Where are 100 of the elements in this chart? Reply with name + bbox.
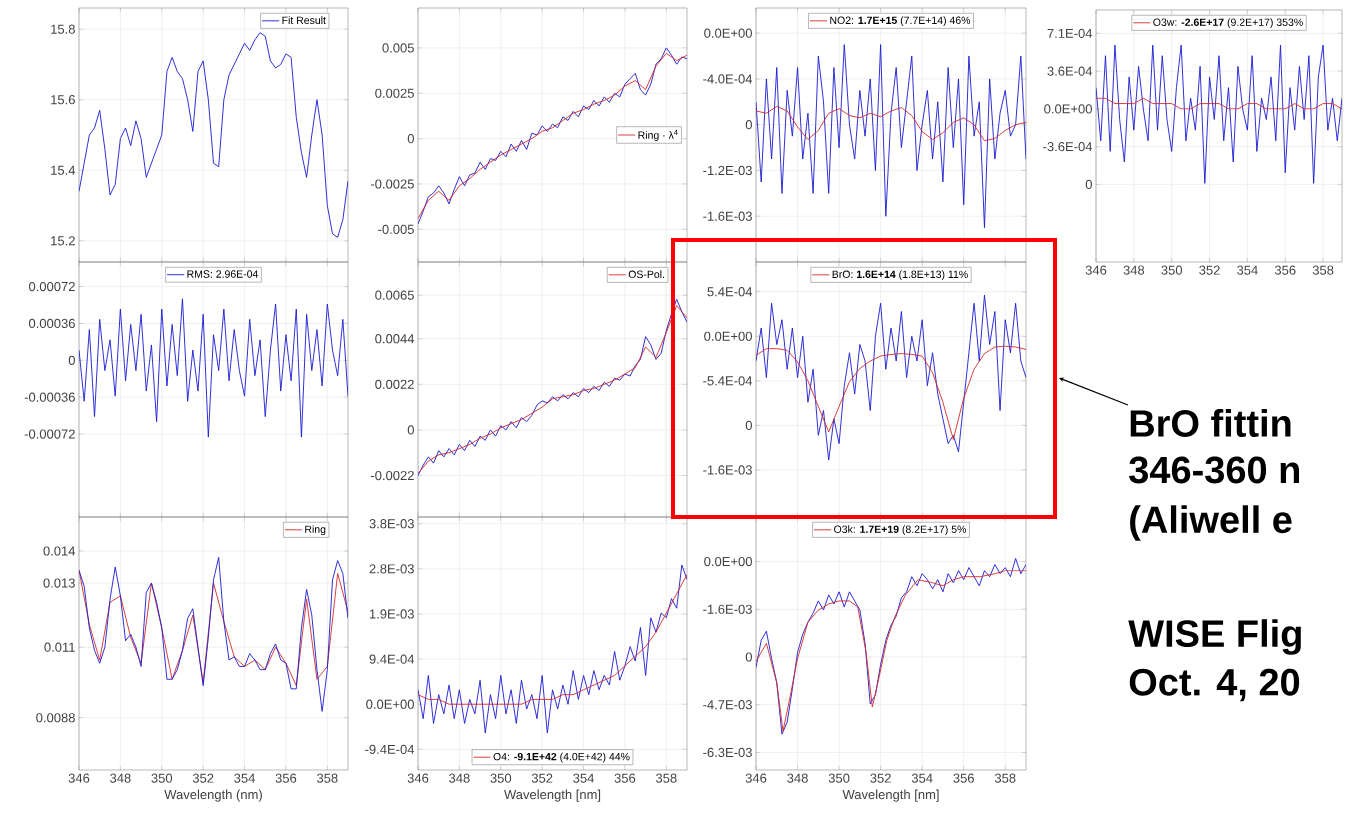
x-tick-label: 356 <box>953 773 974 783</box>
legend-label: Ring <box>305 525 326 536</box>
y-tick-label: 0.0E+00 <box>366 699 414 709</box>
y-tick-label: 0.0E+00 <box>704 28 752 38</box>
y-tick-label: 0 <box>745 120 752 130</box>
y-tick-label: -4.0E-04 <box>703 74 753 84</box>
x-tick-label: 350 <box>1161 265 1183 275</box>
line-series <box>756 345 1027 440</box>
text: Oct. 4, 20 <box>1129 668 1300 702</box>
legend-label: BrO: 1.6E+14 (1.8E+13) 11% <box>832 270 968 281</box>
x-tick-label: 346 <box>407 773 429 783</box>
y-tick-label: 15.8 <box>51 24 75 34</box>
y-tick-label: 0 <box>407 134 414 144</box>
y-tick-label: -0.0022 <box>370 470 414 481</box>
y-tick-label: 0.014 <box>43 546 76 556</box>
text: (Aliwell e <box>1130 505 1292 541</box>
y-tick-label: 0.005 <box>382 43 414 53</box>
x-tick-label: 354 <box>234 773 256 783</box>
x-tick-label: 358 <box>1312 265 1334 275</box>
y-tick-label: 0.0E+00 <box>704 556 752 567</box>
y-tick-label: 1.9E-03 <box>369 609 414 619</box>
x-tick-label: 356 <box>1274 265 1296 275</box>
y-tick-label: 2.8E-03 <box>369 564 414 574</box>
line-series <box>756 294 1027 461</box>
legend-label: O3w: -2.6E+17 (9.2E+17) 353% <box>1153 18 1303 29</box>
y-tick-label: 0.0E+00 <box>704 331 752 341</box>
y-tick-label: -6.3E-03 <box>703 747 752 758</box>
x-tick-label: 348 <box>449 773 470 783</box>
y-tick-label: 0.0065 <box>375 290 414 300</box>
y-tick-label: -4.7E-03 <box>703 700 752 710</box>
x-tick-label: 358 <box>316 773 338 783</box>
y-tick-label: -3.6E-04 <box>1043 142 1093 152</box>
x-tick-label: 354 <box>1237 265 1258 275</box>
legend-label: O4: -9.1E+42 (4.0E+42) 44% <box>493 752 630 763</box>
y-tick-label: 0.00072 <box>28 281 75 292</box>
x-tick-label: 352 <box>870 773 891 783</box>
x-tick-label: 350 <box>151 773 173 783</box>
y-tick-label: 0.013 <box>43 578 75 588</box>
x-tick-label: 346 <box>1085 265 1107 275</box>
y-tick-label: 0 <box>407 425 414 435</box>
y-tick-label: 0 <box>1085 179 1092 189</box>
line-series <box>1096 44 1343 184</box>
y-tick-label: -0.00036 <box>24 392 75 402</box>
y-tick-label: 0.0022 <box>375 379 414 389</box>
y-tick-label: 0 <box>68 355 75 365</box>
y-tick-label: 7.1E-04 <box>1047 28 1093 38</box>
y-tick-label: 15.6 <box>51 95 75 105</box>
y-tick-label: 0 <box>745 652 752 662</box>
x-axis-title: Wavelength [nm] <box>842 789 939 802</box>
y-tick-label: -1.6E-03 <box>703 465 752 475</box>
x-tick-label: 348 <box>110 773 131 783</box>
line-series <box>756 105 1027 142</box>
x-tick-label: 346 <box>68 773 90 783</box>
y-tick-label: 0.0088 <box>36 713 75 723</box>
text: BrO fittin <box>1130 409 1291 437</box>
y-tick-label: 3.6E-04 <box>1047 66 1093 76</box>
line-series <box>79 298 349 438</box>
legend-label: OS-Pol. <box>628 270 665 279</box>
x-tick-label: 352 <box>531 773 553 783</box>
x-tick-label: 350 <box>490 773 512 783</box>
x-tick-label: 354 <box>911 773 933 783</box>
y-tick-label: -0.00072 <box>24 429 75 439</box>
y-tick-label: -5.4E-04 <box>703 376 753 386</box>
x-tick-label: 348 <box>787 773 808 783</box>
line-series <box>79 556 349 712</box>
x-tick-label: 352 <box>1199 265 1220 275</box>
y-tick-label: 9.4E-04 <box>369 654 415 664</box>
y-tick-label: 0.011 <box>44 642 75 652</box>
legend-label: O3k: 1.7E+19 (8.2E+17) 5% <box>834 525 967 536</box>
y-tick-label: -0.0025 <box>370 179 414 189</box>
line-series <box>418 564 688 734</box>
y-tick-label: 15.2 <box>51 236 75 246</box>
x-tick-label: 358 <box>655 773 677 783</box>
x-tick-label: 356 <box>614 773 636 783</box>
y-tick-label: 0.0025 <box>375 88 414 98</box>
y-tick-label: 0.0044 <box>375 334 415 344</box>
y-tick-label: 3.8E-03 <box>369 519 414 529</box>
y-tick-label: 0 <box>745 420 752 430</box>
text: WISE Flig <box>1128 619 1301 655</box>
y-tick-label: 15.4 <box>51 165 76 175</box>
x-tick-label: 350 <box>828 773 850 783</box>
x-tick-label: 358 <box>994 773 1016 783</box>
x-axis-title: Wavelength (nm) <box>164 789 262 802</box>
y-tick-label: -9.4E-04 <box>365 744 415 754</box>
legend-label: RMS: 2.96E-04 <box>187 270 259 278</box>
legend-label: Fit Result <box>282 16 326 24</box>
legend-label: Ring · λ$^{4}$ <box>638 129 678 141</box>
text: 346-360 n <box>1129 456 1300 484</box>
x-tick-label: 348 <box>1123 265 1145 275</box>
line-series <box>756 44 1027 229</box>
x-tick-label: 346 <box>745 773 767 783</box>
x-tick-label: 354 <box>573 773 595 783</box>
y-tick-label: -0.005 <box>378 224 414 234</box>
y-tick-label: 0.00036 <box>28 318 75 329</box>
y-tick-label: -1.6E-03 <box>703 211 752 221</box>
y-tick-label: 0.0E+00 <box>1044 104 1092 114</box>
y-tick-label: 5.4E-04 <box>707 287 753 297</box>
y-tick-label: -1.2E-03 <box>703 165 752 176</box>
x-tick-label: 356 <box>275 773 297 783</box>
y-tick-label: -1.6E-03 <box>703 604 752 614</box>
